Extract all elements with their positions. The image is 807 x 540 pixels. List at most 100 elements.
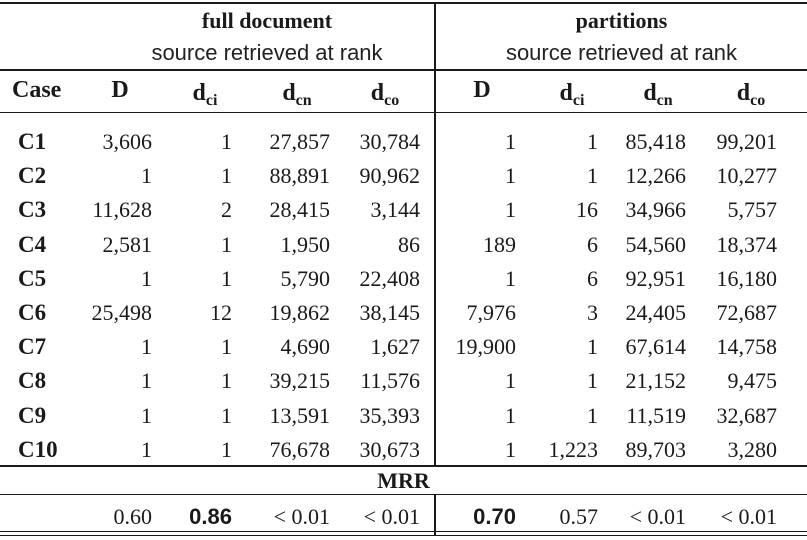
table-cell: 89,703 — [625, 437, 687, 462]
table-cell: 39,215 — [269, 368, 331, 393]
mrr-value: < 0.01 — [363, 504, 420, 529]
table-cell: 2,581 — [102, 232, 153, 257]
table-cell: 86 — [398, 232, 420, 257]
case-label: C8 — [18, 368, 47, 393]
mrr-value: 0.57 — [559, 504, 599, 529]
table-cell: 16 — [576, 197, 598, 222]
case-label: C2 — [18, 163, 47, 188]
table-cell: 9,475 — [727, 368, 778, 393]
case-label: C5 — [18, 266, 47, 291]
table-cell: 7,976 — [466, 300, 517, 325]
case-label: C4 — [18, 232, 47, 257]
table-cell: 11,519 — [626, 403, 686, 428]
table-cell: 13,591 — [269, 403, 331, 428]
table-cell: 28,415 — [269, 197, 331, 222]
mrr-value: 0.70 — [473, 504, 516, 529]
table-cell: 1 — [221, 403, 232, 428]
table-cell: 35,393 — [359, 403, 421, 428]
col-header-full-dci: dci — [192, 80, 218, 109]
col-header-part-D: D — [473, 77, 491, 103]
table-cell: 6 — [587, 266, 598, 291]
table-cell: 34,966 — [625, 197, 687, 222]
partitions-title: partitions — [575, 8, 668, 33]
column-header-rule — [0, 112, 807, 113]
table-cell: 1 — [141, 266, 152, 291]
table-cell: 4,690 — [280, 334, 331, 359]
full-document-subtitle: source retrieved at rank — [151, 40, 383, 65]
table-cell: 88,891 — [269, 163, 331, 188]
table-cell: 24,405 — [625, 300, 687, 325]
table-cell: 1 — [221, 266, 232, 291]
table-cell: 16,180 — [716, 266, 778, 291]
table-cell: 54,560 — [625, 232, 687, 257]
table-cell: 1 — [221, 129, 232, 154]
table-cell: 12 — [210, 300, 232, 325]
table-cell: 3,144 — [370, 197, 421, 222]
col-header-full-D: D — [111, 77, 129, 103]
table-cell: 5,790 — [280, 266, 331, 291]
table-cell: 1 — [141, 437, 152, 462]
table-cell: 1,627 — [370, 334, 421, 359]
mrr-value: < 0.01 — [273, 504, 330, 529]
table-cell: 32,687 — [716, 403, 778, 428]
col-header-part-dcn: dcn — [643, 80, 673, 109]
table-cell: 14,758 — [716, 334, 778, 359]
table-cell: 1,223 — [548, 437, 599, 462]
header-rule — [0, 69, 807, 71]
table-cell: 22,408 — [359, 266, 421, 291]
mrr-top-rule — [0, 465, 807, 467]
table-cell: 1 — [141, 163, 152, 188]
table-cell: 10,277 — [716, 163, 778, 188]
full-document-title: full document — [201, 8, 333, 33]
table-cell: 30,673 — [359, 437, 421, 462]
table-cell: 3,606 — [102, 129, 153, 154]
table-cell: 1 — [505, 163, 516, 188]
table-cell: 1 — [505, 368, 516, 393]
partitions-subtitle: source retrieved at rank — [505, 40, 738, 65]
table-cell: 1 — [141, 403, 152, 428]
top-rule — [0, 2, 807, 4]
table-cell: 1 — [221, 368, 232, 393]
table-cell: 1 — [587, 163, 598, 188]
table-cell: 1 — [505, 437, 516, 462]
table-cell: 1 — [505, 129, 516, 154]
table-cell: 21,152 — [625, 368, 687, 393]
case-label: C6 — [18, 300, 47, 325]
case-label: C3 — [18, 197, 47, 222]
mrr-label: MRR — [377, 468, 430, 493]
table-cell: 67,614 — [625, 334, 687, 359]
case-label: C9 — [18, 403, 47, 428]
mrr-value: < 0.01 — [629, 504, 686, 529]
table-cell: 1 — [505, 266, 516, 291]
col-header-full-dco: dco — [370, 80, 400, 109]
table-cell: 3,280 — [727, 437, 778, 462]
table-cell: 1,950 — [280, 232, 331, 257]
table-cell: 90,962 — [359, 163, 421, 188]
table-cell: 25,498 — [91, 300, 153, 325]
table-cell: 12,266 — [625, 163, 687, 188]
table-cell: 5,757 — [727, 197, 778, 222]
table-cell: 3 — [587, 300, 598, 325]
table-cell: 72,687 — [716, 300, 778, 325]
table-cell: 189 — [483, 232, 516, 257]
col-header-full-dcn: dcn — [282, 80, 312, 109]
table-cell: 1 — [141, 334, 152, 359]
bottom-rule-2 — [0, 535, 807, 536]
table-cell: 6 — [587, 232, 598, 257]
table-cell: 19,862 — [269, 300, 331, 325]
table-cell: 11,628 — [92, 197, 152, 222]
table-cell: 85,418 — [625, 129, 687, 154]
table-cell: 1 — [587, 403, 598, 428]
table-cell: 30,784 — [359, 129, 421, 154]
table-cell: 1 — [505, 197, 516, 222]
table-cell: 11,576 — [360, 368, 420, 393]
mrr-value: 0.86 — [189, 504, 232, 529]
col-header-case: Case — [12, 77, 62, 103]
table-cell: 2 — [221, 197, 232, 222]
mrr-value: < 0.01 — [720, 504, 777, 529]
bottom-rule-1 — [0, 531, 807, 532]
table-cell: 1 — [587, 334, 598, 359]
table-cell: 76,678 — [269, 437, 331, 462]
table-cell: 1 — [221, 163, 232, 188]
